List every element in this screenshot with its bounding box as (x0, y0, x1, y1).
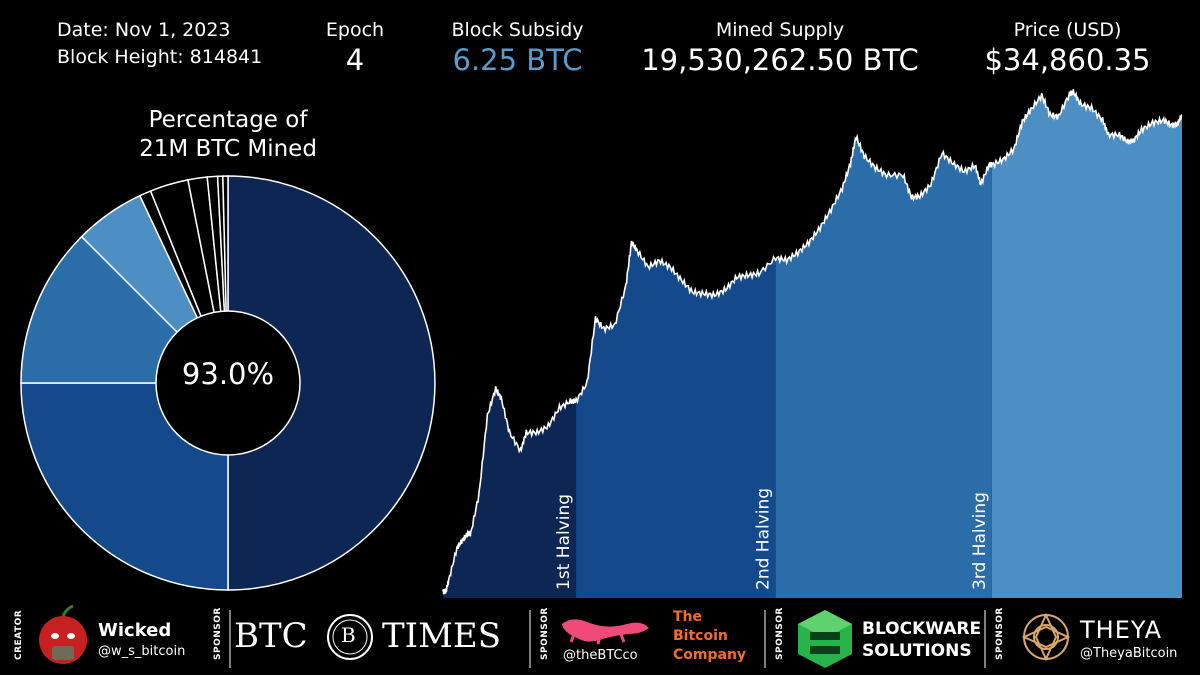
pie-title-text: Percentage of 21M BTC Mined (139, 107, 317, 162)
price-label: Price (USD) (1013, 19, 1122, 41)
creator-tag: CREATOR (14, 609, 24, 660)
halving-label-3: 3rd Halving (970, 492, 990, 590)
sponsor-graphics (39, 604, 1071, 668)
epoch-label: Epoch (325, 19, 385, 41)
wicked-apple-icon (39, 604, 87, 664)
sponsor-tag: SPONSOR (540, 607, 550, 660)
price-area-chart: 1st Halving 2nd Halving 3rd Halving (442, 89, 1183, 598)
blockware-line1: BLOCKWARE (862, 619, 982, 639)
theya-mandala-icon (1021, 612, 1071, 662)
pie-slice-0 (227, 175, 436, 591)
price-stat: Price (USD) $34,860.35 (960, 18, 1175, 78)
block-subsidy-label: Block Subsidy (451, 19, 584, 41)
sponsor-tag: SPONSOR (775, 607, 785, 660)
epoch-value: 4 (345, 43, 365, 77)
btc-times-right: TIMES (382, 616, 502, 656)
block-height-label: Block Height: 814841 (57, 46, 263, 68)
price-value: $34,860.35 (984, 43, 1151, 77)
btc-times-coin-icon (327, 614, 373, 660)
wicked-handle: @w_s_bitcoin (98, 644, 186, 659)
date-label: Date: Nov 1, 2023 (57, 19, 231, 41)
theya-name: THEYA (1080, 616, 1163, 644)
blockware-cube-icon (798, 610, 852, 668)
mined-supply-stat: Mined Supply 19,530,262.50 BTC (620, 18, 940, 78)
bitcoin-company-line1: The (673, 609, 703, 625)
block-subsidy-value: 6.25 BTC (452, 43, 583, 77)
sponsor-tag: SPONSOR (995, 607, 1005, 660)
mined-supply-value: 19,530,262.50 BTC (641, 43, 919, 77)
epoch-band-1 (576, 89, 776, 598)
blockware-line2: SOLUTIONS (862, 641, 972, 661)
price-line (442, 89, 1183, 595)
epoch-band-3 (991, 89, 1182, 598)
bitcoin-company-handle: @theBTCco (563, 648, 638, 663)
sponsor-tag: SPONSOR (213, 607, 223, 660)
btc-times-left: BTC (234, 616, 308, 656)
block-subsidy-stat: Block Subsidy 6.25 BTC (430, 18, 605, 78)
halving-label-2: 2nd Halving (754, 488, 774, 590)
epoch-stat: Epoch 4 (320, 18, 390, 78)
epoch-band-2 (775, 89, 992, 598)
bitcoin-company-name: The Bitcoin Company (673, 608, 746, 665)
pie-chart (20, 175, 436, 591)
sponsor-bar: CREATOR SPONSOR SPONSOR SPONSOR SPONSOR … (0, 602, 1200, 675)
blockware-name: BLOCKWARE SOLUTIONS (862, 618, 981, 662)
theya-handle: @TheyaBitcoin (1080, 646, 1178, 661)
bitcoin-company-lizard-icon (562, 619, 649, 645)
halving-label-1: 1st Halving (554, 494, 574, 590)
bitcoin-company-line3: Company (673, 647, 747, 663)
pie-center-percentage: 93.0% (181, 357, 275, 391)
bitcoin-company-line2: Bitcoin (673, 628, 728, 644)
btc-times-coin-letter: B (341, 623, 356, 647)
pie-center-hole (155, 310, 301, 456)
mined-supply-label: Mined Supply (715, 19, 845, 41)
pie-chart-title: Percentage of 21M BTC Mined (78, 106, 378, 164)
wicked-name: Wicked (98, 620, 172, 641)
pie-slice-1 (20, 382, 229, 591)
